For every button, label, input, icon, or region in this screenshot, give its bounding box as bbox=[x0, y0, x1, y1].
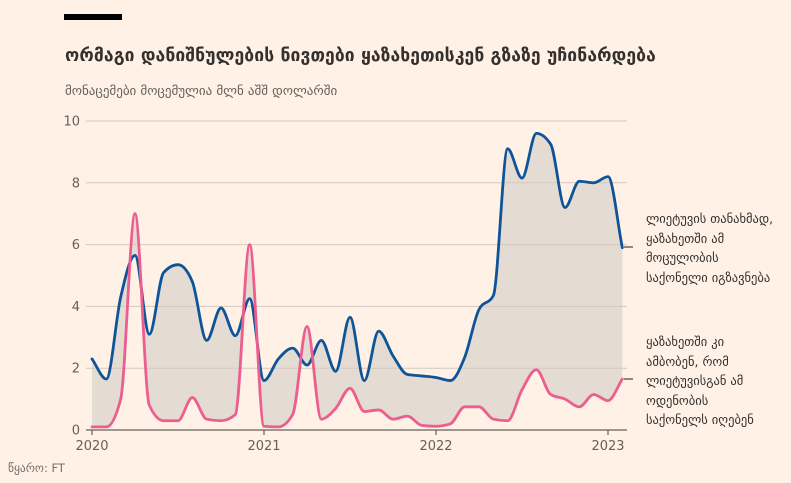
chart-title: ორმაგი დანიშნულების ნივთები ყაზახეთისკენ… bbox=[65, 46, 656, 66]
brand-kicker-bar bbox=[64, 14, 122, 20]
y-tick-label: 4 bbox=[72, 300, 80, 315]
source-label: წყარო: FT bbox=[8, 461, 65, 475]
y-tick-label: 0 bbox=[72, 424, 80, 439]
x-tick-label: 2021 bbox=[247, 439, 280, 454]
x-tick-label: 2022 bbox=[419, 439, 452, 454]
series-blue-line bbox=[90, 131, 624, 382]
gridlines bbox=[86, 120, 627, 369]
annotation-tick-blue bbox=[624, 246, 633, 248]
y-tick-label: 6 bbox=[72, 238, 80, 253]
annotation-tick-pink bbox=[624, 378, 633, 380]
x-tick-label: 2020 bbox=[75, 439, 108, 454]
y-tick-label: 10 bbox=[63, 115, 80, 130]
x-axis bbox=[86, 429, 627, 435]
annotation-blue-series: ლიეტუვის თანახმად, ყაზახეთში ამ მოცულობი… bbox=[646, 211, 774, 285]
x-tick-label: 2023 bbox=[591, 439, 624, 454]
series-pink-line bbox=[90, 212, 624, 429]
y-tick-label: 2 bbox=[72, 362, 80, 377]
between-area bbox=[92, 133, 623, 427]
tick-labels: 0 2 4 6 8 10 2020 2021 2022 2023 bbox=[63, 115, 624, 455]
chart-subtitle: მონაცემები მოცემულია მლნ აშშ დოლარში bbox=[65, 84, 338, 99]
y-tick-label: 8 bbox=[72, 176, 80, 191]
annotation-pink-series: ყაზახეთში კი ამბობენ, რომ ლიეტუვისგან ამ… bbox=[646, 334, 754, 427]
